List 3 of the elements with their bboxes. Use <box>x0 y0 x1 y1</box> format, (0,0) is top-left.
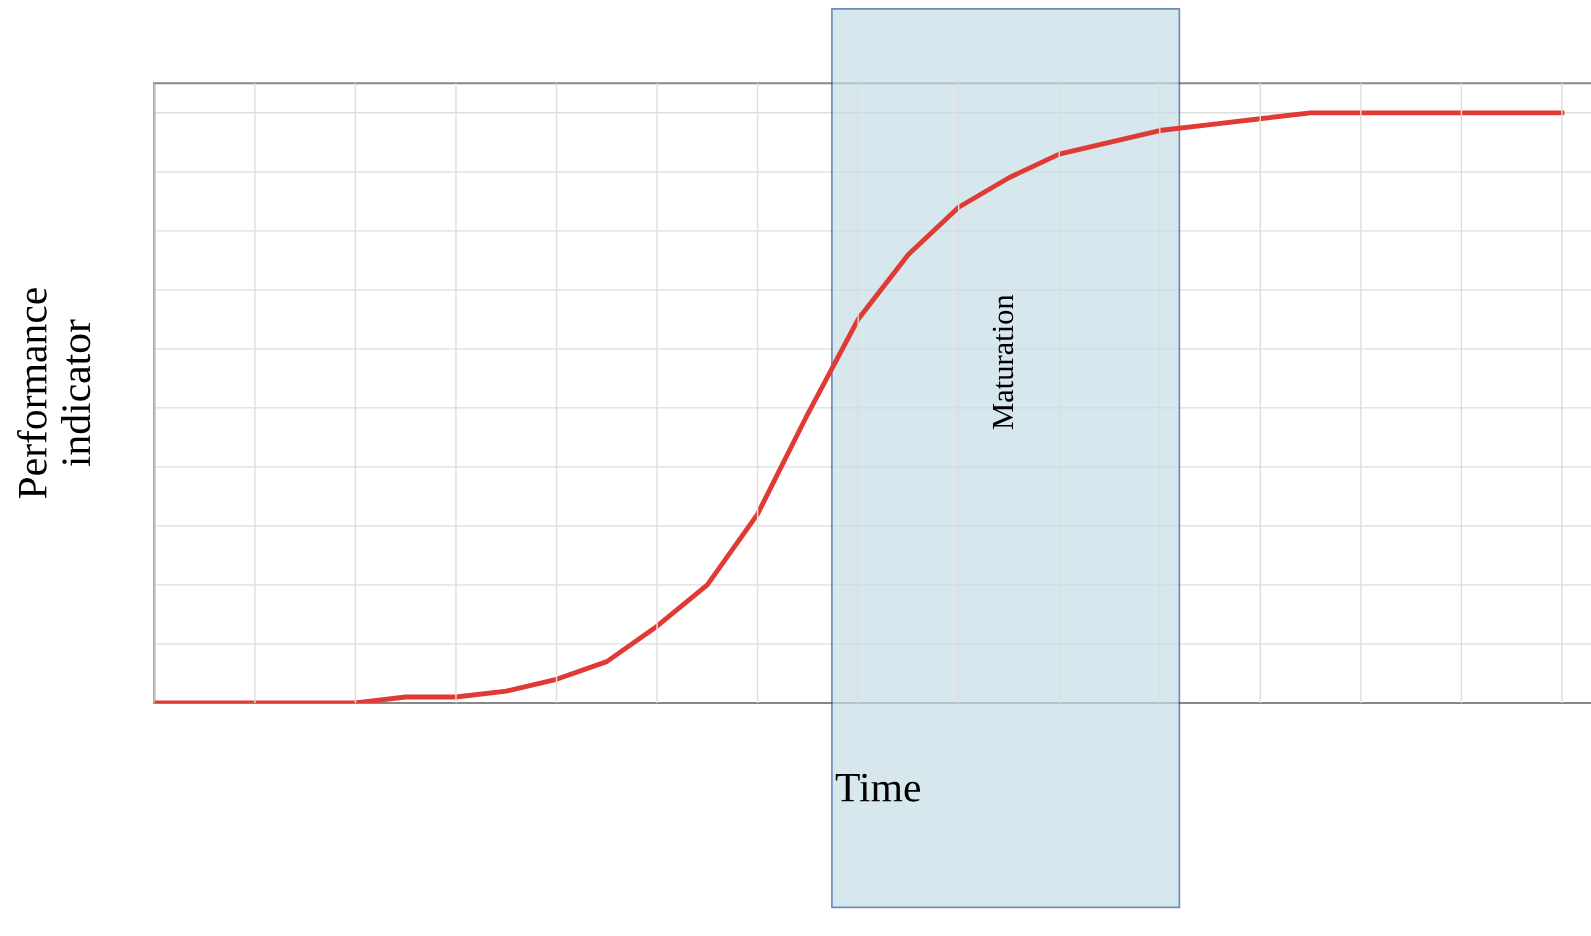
x-axis-title: Time <box>835 773 921 802</box>
y-axis-title: Performance indicator <box>16 288 91 499</box>
annotation: Maturation <box>992 294 1014 430</box>
